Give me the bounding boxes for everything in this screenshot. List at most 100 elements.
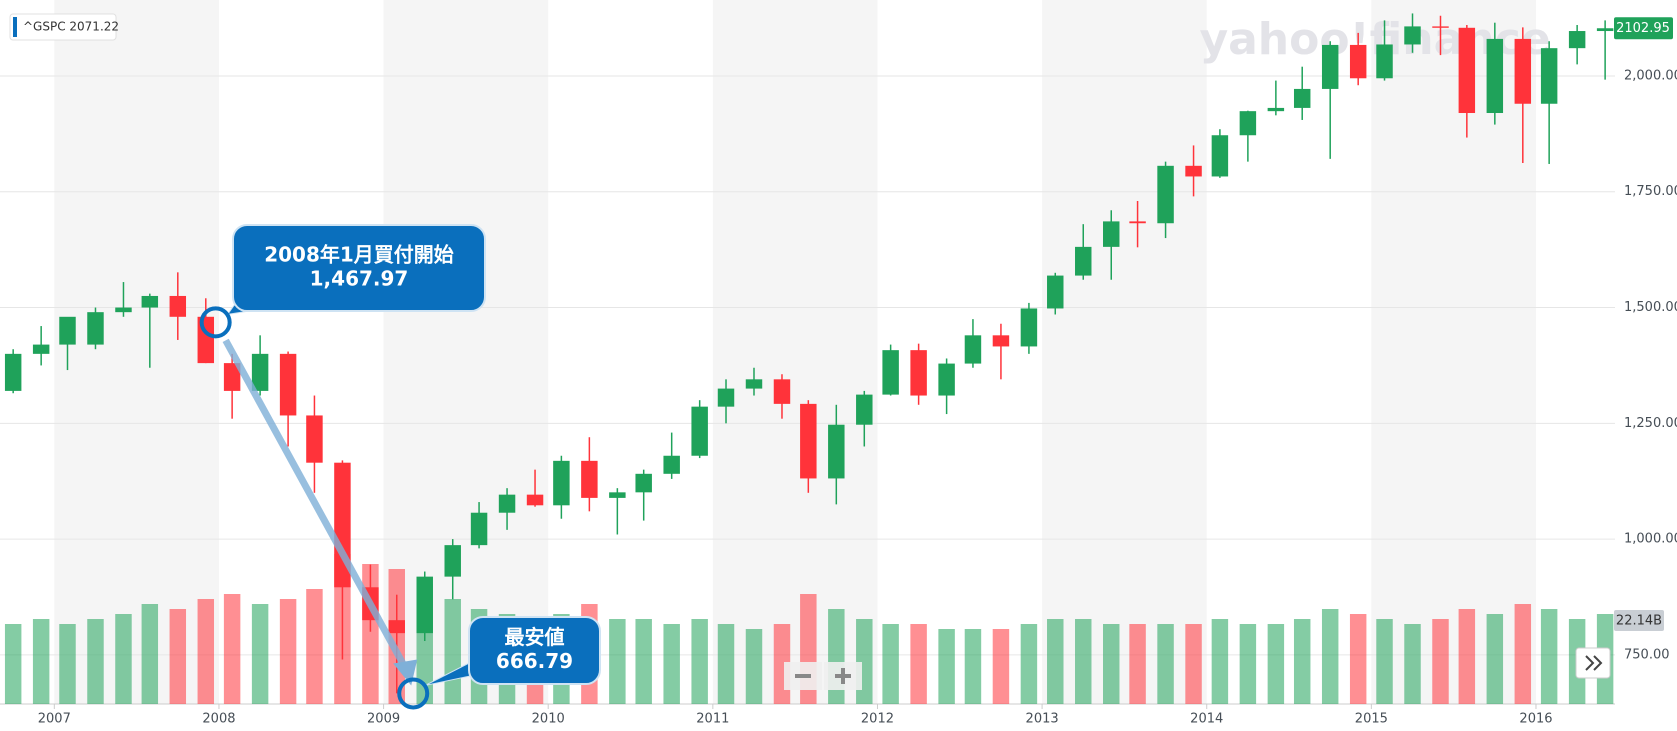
candle-body [87,312,104,345]
x-tick-label: 2009 [367,712,400,727]
candle-body [470,512,488,546]
candle-body [663,455,680,474]
zoom-controls[interactable] [784,662,862,690]
callout-text: 1,467.97 [310,267,409,291]
volume-bar [1047,619,1064,704]
candle-body [1376,44,1393,79]
volume-bar [992,629,1010,704]
scroll-icon [1585,655,1603,671]
volume-bar [1293,619,1311,704]
volume-bar [32,619,50,704]
candle-body [992,335,1010,347]
volume-bar [4,624,22,704]
candle-body [581,460,598,498]
volume-bar [1211,619,1229,704]
volume-bar [1404,624,1421,704]
candle-body [1568,31,1586,49]
candle-body [416,576,433,634]
volume-bar [223,594,241,704]
last-price-box [1614,17,1673,40]
volume-bar [444,599,461,704]
candle-body [1486,38,1504,114]
volume-bar [115,614,132,704]
volume-bar [1514,604,1532,704]
candle-body [938,363,955,396]
candle-body [1514,38,1532,104]
y-tick-label: 750.00 [1624,647,1670,662]
callout-text: 2008年1月買付開始 [264,243,454,267]
volume-bar [663,624,680,704]
annotation-marker [199,306,232,339]
y-tick-label: 1,750.00 [1624,184,1677,199]
year-band [383,0,549,704]
candle-body [4,353,22,391]
volume-bar [717,624,735,704]
annotation-arrow [222,338,411,674]
candle-body [1432,26,1449,28]
candle-body [609,492,626,498]
candle-body [32,344,50,354]
x-tick-label: 2012 [861,712,894,727]
volume-label: 22.14B [1616,614,1662,629]
candle-body [1047,275,1064,309]
volume-bar [745,629,763,704]
volume-bar [1103,624,1120,704]
candle-body [828,424,845,479]
candle-body [306,415,323,463]
legend-box [9,13,117,41]
year-band [54,0,219,704]
legend-swatch [13,17,17,37]
y-tick-label: 2,000.00 [1624,68,1677,83]
candle-body [169,295,187,317]
last-price: 2102.95 [1616,21,1670,36]
volume-bar [1157,624,1174,704]
candle-body [1075,246,1092,276]
candle-body [223,363,241,391]
x-tick-label: 2011 [696,712,729,727]
candle-body [964,335,982,364]
volume-bar [197,599,215,704]
candle-body [1239,111,1257,136]
candle-body [1020,308,1038,347]
candle-body [1596,28,1614,32]
volume-bar [279,599,297,704]
candle-body [1321,44,1339,89]
candle-body [279,353,297,416]
candle-body [635,473,652,493]
zoom-out-icon [795,674,811,678]
callout-box [232,224,486,312]
candle-body [498,494,516,513]
y-tick-label: 1,250.00 [1624,416,1677,431]
volume-bar [1020,624,1038,704]
volume-bar [1349,614,1367,704]
legend-label: ^GSPC 2071.22 [23,20,119,34]
volume-bar [306,589,323,704]
candle-body [1458,27,1476,114]
candle-body [59,316,76,345]
year-band [1371,0,1536,704]
callout-box [468,616,601,685]
volume-bar [1075,619,1092,704]
x-tick-label: 2016 [1519,712,1552,727]
volume-bar [1376,619,1393,704]
volume-bar [1486,614,1504,704]
volume-bar [1540,609,1558,704]
scroll-button[interactable] [1575,647,1611,679]
candle-body [115,307,132,313]
volume-bar [251,604,269,704]
year-band [1042,0,1207,704]
candle-body [882,350,899,395]
volume-bar [635,619,652,704]
candle-body [1404,26,1421,45]
annotation-marker [397,677,430,710]
volume-bar [1239,624,1257,704]
candle-body [800,403,817,479]
volume-bar [964,629,982,704]
volume-bar [1185,624,1202,704]
volume-bar [59,624,76,704]
x-tick-label: 2007 [38,712,71,727]
candle-body [691,406,708,456]
volume-bar [1321,609,1339,704]
candle-body [388,620,405,634]
